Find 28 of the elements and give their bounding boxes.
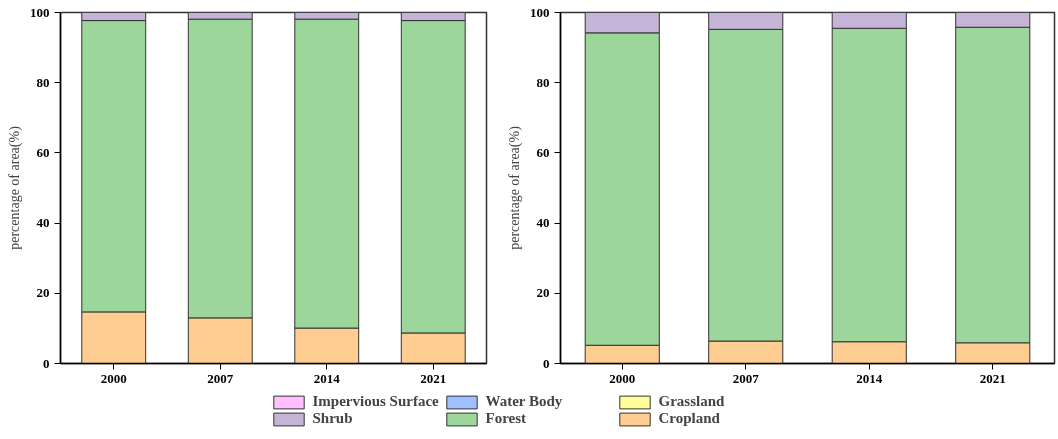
x-tick-label: 2021	[979, 370, 1006, 386]
legend-label: Impervious Surface	[312, 393, 440, 410]
x-tick-label: 2000	[100, 370, 127, 386]
x-tick-label: 2007	[207, 370, 234, 386]
legend-label: Water Body	[485, 393, 564, 410]
y-tick-label: 20	[536, 285, 550, 301]
legend-label: Cropland	[658, 410, 721, 427]
y-tick-label: 0	[543, 355, 550, 371]
legend-label: Shrub	[312, 410, 354, 427]
y-axis-title: percentage of area(%)	[507, 125, 523, 250]
y-tick-label: 20	[36, 285, 50, 301]
x-tick-label: 2014	[313, 370, 341, 386]
legend-label: Grassland	[658, 393, 726, 410]
y-tick-label: 80	[36, 74, 50, 90]
y-axis-title: percentage of area(%)	[7, 125, 23, 250]
x-tick-label: 2021	[420, 370, 447, 386]
y-tick-label: 0	[43, 355, 50, 371]
x-tick-label: 2007	[732, 370, 760, 386]
legend-label: Forest	[485, 410, 528, 427]
y-tick-label: 80	[536, 74, 550, 90]
y-tick-label: 60	[36, 144, 50, 160]
y-tick-label: 40	[536, 215, 550, 231]
y-tick-label: 40	[36, 215, 50, 231]
x-tick-label: 2014	[856, 370, 883, 386]
y-tick-label: 100	[30, 4, 50, 20]
y-tick-label: 60	[536, 144, 550, 160]
y-tick-label: 100	[530, 4, 550, 20]
x-tick-label: 2000	[609, 370, 636, 386]
